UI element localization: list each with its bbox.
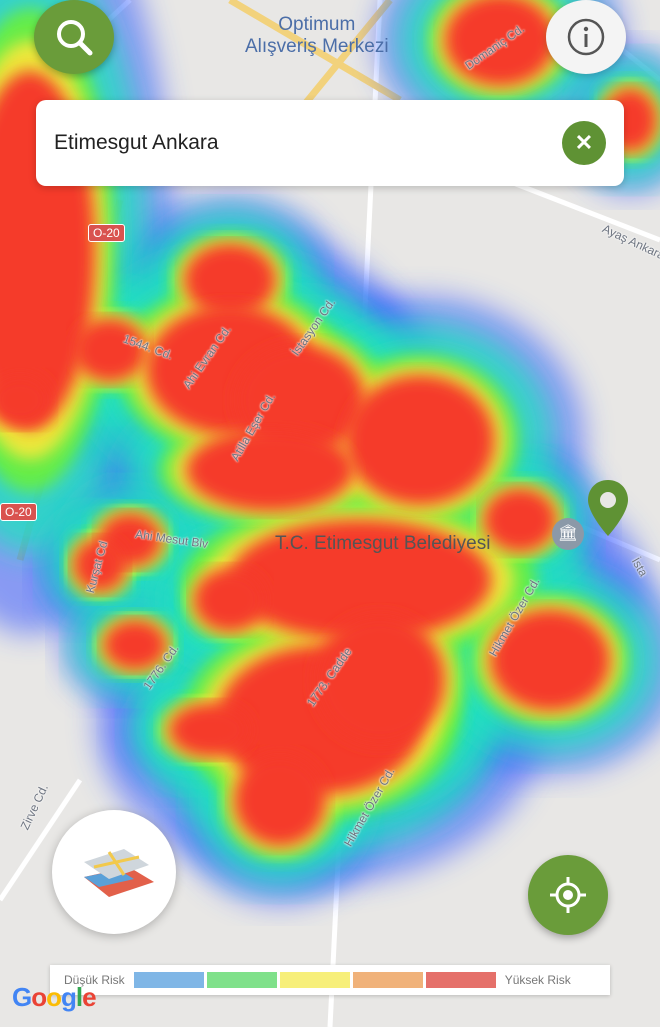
- heat-blob: [235, 344, 365, 456]
- road-shield: O-20: [0, 503, 37, 521]
- info-icon: [567, 18, 605, 56]
- map-layers-icon: [84, 849, 154, 897]
- legend-low-label: Düşük Risk: [64, 973, 125, 987]
- heat-blob: [73, 538, 127, 592]
- building-icon: 🏛: [552, 518, 584, 550]
- road-shield: O-20: [88, 224, 125, 242]
- legend-swatch: [206, 972, 277, 988]
- heat-blob: [234, 754, 326, 846]
- heat-blob: [0, 373, 52, 427]
- search-button[interactable]: [34, 0, 114, 74]
- heat-blob: [73, 318, 147, 382]
- heat-blob: [168, 703, 252, 757]
- legend-swatch: [133, 972, 204, 988]
- search-field[interactable]: Etimesgut Ankara ✕: [36, 100, 624, 186]
- legend-swatch: [279, 972, 350, 988]
- heat-blob: [489, 609, 611, 711]
- heat-blob: [444, 0, 556, 86]
- heat-blob: [228, 519, 492, 641]
- heat-blob: [315, 615, 445, 745]
- legend-swatch: [352, 972, 423, 988]
- poi-belediye[interactable]: T.C. Etimesgut Belediyesi: [275, 533, 491, 554]
- poi-label: Alışveriş Merkezi: [245, 36, 389, 57]
- risk-legend: Düşük Risk Yüksek Risk: [50, 965, 610, 995]
- google-logo: Google: [12, 982, 97, 1012]
- crosshair-icon: [550, 877, 586, 913]
- map-layers-button[interactable]: [52, 810, 176, 934]
- search-input[interactable]: Etimesgut Ankara: [54, 131, 219, 154]
- locate-button[interactable]: [528, 855, 608, 935]
- heat-blob: [186, 428, 354, 512]
- heat-blob: [345, 375, 495, 505]
- heat-blob: [184, 243, 276, 317]
- poi-label: Optimum: [278, 14, 356, 35]
- search-icon: [57, 20, 93, 56]
- info-button[interactable]: [546, 0, 626, 74]
- map-pin-icon[interactable]: [586, 478, 630, 543]
- legend-swatch: [425, 972, 496, 988]
- close-icon[interactable]: ✕: [562, 121, 606, 165]
- heat-blob: [103, 619, 167, 671]
- heat-blob: [193, 568, 267, 632]
- legend-high-label: Yüksek Risk: [504, 973, 571, 987]
- poi-optimum[interactable]: Optimum Alışveriş Merkezi: [245, 14, 389, 58]
- heat-blob: [483, 488, 557, 552]
